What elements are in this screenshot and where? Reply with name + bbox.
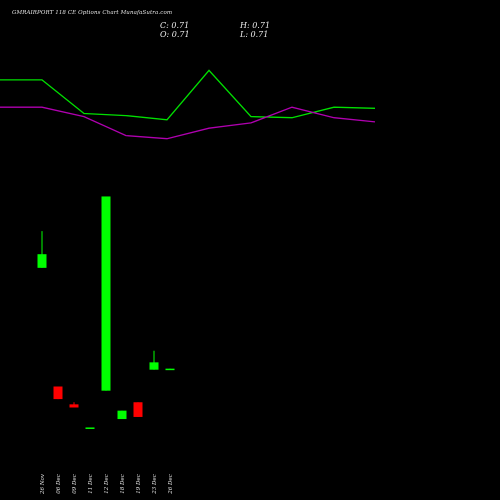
candle-body	[117, 410, 127, 420]
candle-12-dec	[101, 196, 111, 391]
x-tick-label: 18 Dec	[120, 474, 126, 494]
chart-title: GMRAIRPORT 118 CE Options Chart MunafaSu…	[12, 10, 173, 16]
candle-body	[69, 404, 79, 408]
close-value: C: 0.71	[160, 21, 190, 30]
candle-body	[37, 254, 47, 268]
open-value: O: 0.71	[160, 30, 190, 39]
candle-body	[133, 402, 143, 417]
candles	[37, 196, 175, 429]
x-tick-label: 26 Nov	[40, 473, 46, 495]
candle-11-dec	[85, 427, 95, 429]
high-value: H: 0.71	[240, 21, 271, 30]
candle-body	[53, 386, 63, 400]
candle-body	[101, 196, 111, 391]
candle-18-dec	[117, 410, 127, 420]
candle-09-dec	[69, 402, 79, 408]
x-tick-label: 06 Dec	[56, 474, 62, 494]
indicator-lines	[0, 69, 376, 140]
x-tick-label: 11 Dec	[88, 474, 94, 494]
indicator-line-2	[0, 106, 376, 140]
candle-26-dec	[165, 368, 175, 371]
low-value: L: 0.71	[240, 30, 269, 39]
candle-body	[85, 427, 95, 429]
x-tick-label: 12 Dec	[104, 474, 110, 494]
candle-23-dec	[149, 350, 159, 370]
x-tick-label: 26 Dec	[168, 474, 174, 495]
candle-19-dec	[133, 402, 143, 417]
x-tick-label: 19 Dec	[136, 474, 142, 494]
x-tick-label: 09 Dec	[72, 474, 78, 494]
x-tick-label: 23 Dec	[152, 474, 158, 495]
candle-06-dec	[53, 386, 63, 400]
candle-body	[149, 362, 159, 370]
candle-26-nov	[37, 231, 47, 268]
candle-body	[165, 368, 175, 371]
x-axis-labels: 26 Nov 06 Dec 09 Dec 11 Dec 12 Dec 18 Dec 19 D…	[40, 473, 174, 495]
